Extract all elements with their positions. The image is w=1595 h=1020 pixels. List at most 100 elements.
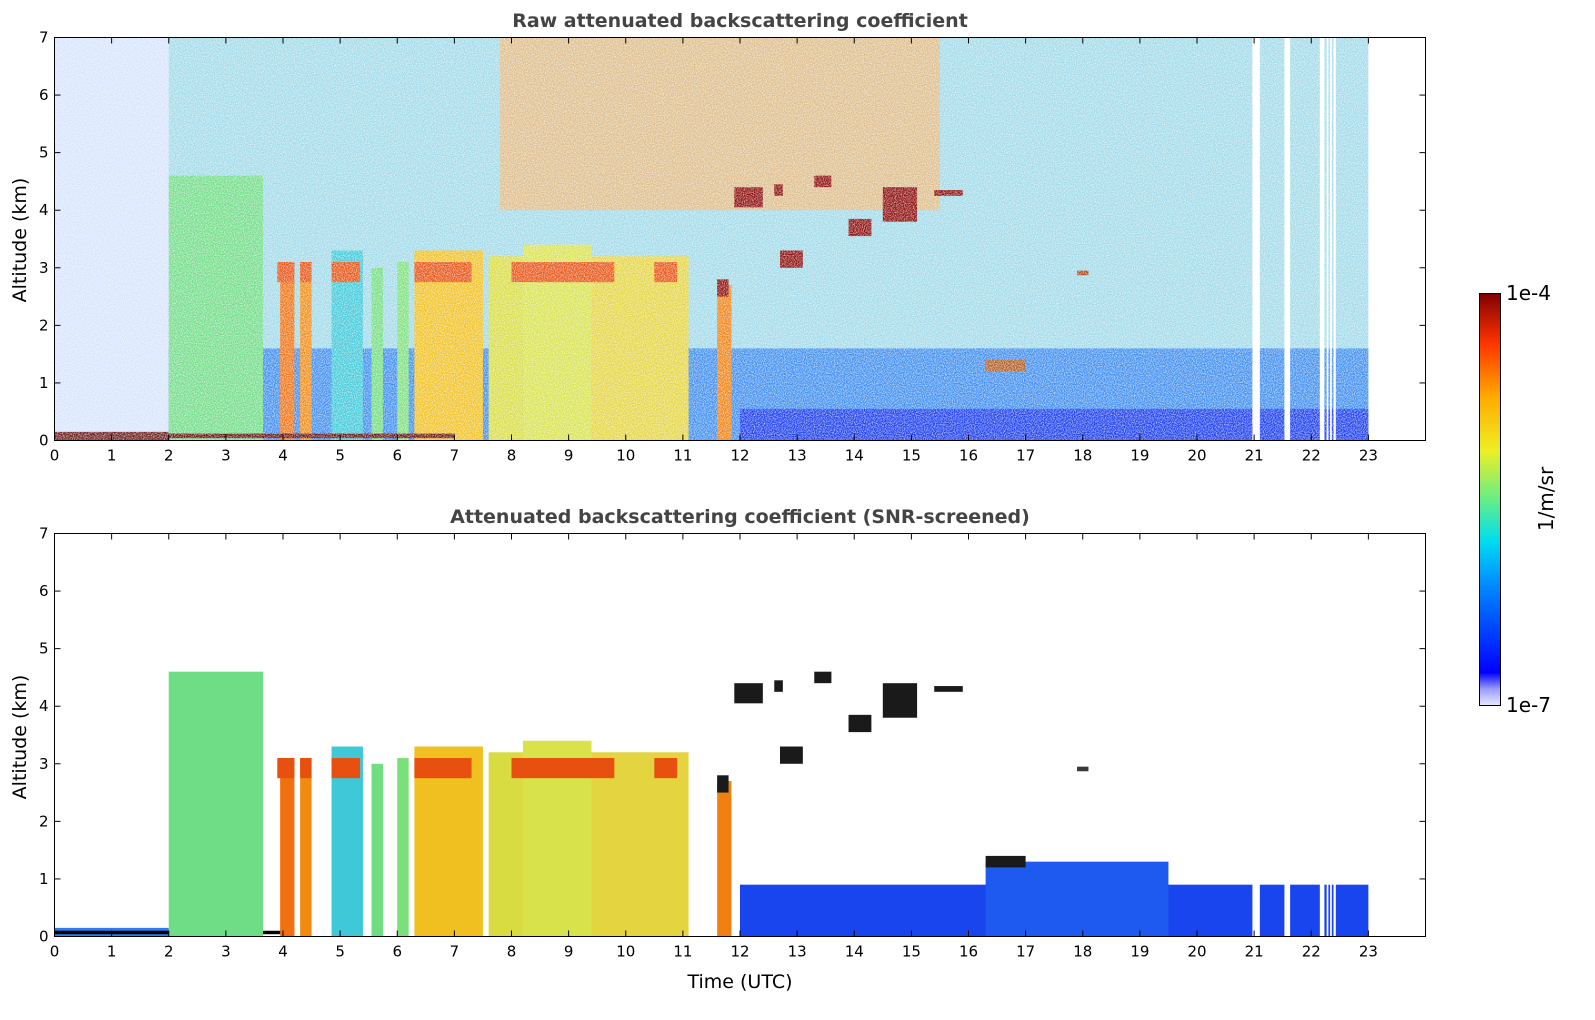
y-tick-label: 7 xyxy=(39,525,49,543)
x-tick-label: 4 xyxy=(278,943,288,961)
cloud-layer-3km-1 xyxy=(300,758,312,779)
panel-screened: Attenuated backscattering coefficient (S… xyxy=(9,506,1426,993)
y-tick-label: 0 xyxy=(39,432,49,450)
cloud-layer-3km-0 xyxy=(277,758,295,779)
y-tick-label: 0 xyxy=(39,928,49,946)
panel-title-raw: Raw attenuated backscattering coefficien… xyxy=(512,10,968,32)
x-tick-label: 15 xyxy=(902,943,921,961)
x-tick-label: 15 xyxy=(902,447,921,465)
x-tick-label: 14 xyxy=(845,447,864,465)
missing-data-gap-5 xyxy=(1333,37,1336,441)
y-tick-label: 2 xyxy=(39,316,49,334)
x-tick-label: 18 xyxy=(1073,447,1092,465)
missing-data-gap-3 xyxy=(1326,533,1329,937)
y-tick-label: 3 xyxy=(39,259,49,277)
x-tick-label: 10 xyxy=(616,447,635,465)
elevated-cloud-7 xyxy=(717,775,729,793)
colorbar-min-label: 1e-7 xyxy=(1506,693,1551,717)
missing-data-gap-1 xyxy=(1284,37,1291,441)
x-tick-label: 6 xyxy=(392,943,402,961)
missing-data-gap-1 xyxy=(1284,533,1291,937)
x-tick-label: 7 xyxy=(450,447,460,465)
x-tick-label: 12 xyxy=(730,943,749,961)
y-tick-label: 5 xyxy=(39,640,49,658)
x-tick-label: 17 xyxy=(1016,943,1035,961)
x-tick-label: 23 xyxy=(1359,447,1378,465)
x-tick-label: 13 xyxy=(788,943,807,961)
x-tick-label: 13 xyxy=(788,447,807,465)
y-tick-label: 1 xyxy=(39,374,49,392)
aerosol-column-5 xyxy=(397,758,409,937)
x-axis-screened: 0 1 2 3 4 5 6 7 8 9 10 11 12 13 14 15 16 17 18 19 20 21 22 23 xyxy=(50,533,1378,961)
x-tick-label: 19 xyxy=(1130,447,1149,465)
y-tick-label: 6 xyxy=(39,582,49,600)
x-tick-label: 21 xyxy=(1245,943,1264,961)
y-tick-label: 1 xyxy=(39,870,49,888)
x-axis-label: Time (UTC) xyxy=(686,971,792,993)
x-tick-label: 2 xyxy=(164,943,174,961)
elevated-cloud-3 xyxy=(848,714,872,733)
missing-data-gap-2 xyxy=(1319,533,1325,937)
backscatter-image-screened xyxy=(54,533,1369,937)
missing-data-gap-4 xyxy=(1330,533,1332,937)
x-tick-label: 11 xyxy=(673,943,692,961)
x-tick-label: 22 xyxy=(1302,943,1321,961)
elevated-cloud-6 xyxy=(779,746,803,764)
panel-title-screened: Attenuated backscattering coefficient (S… xyxy=(450,506,1030,528)
aerosol-column-10 xyxy=(717,781,732,937)
y-tick-label: 2 xyxy=(39,812,49,830)
speckle-noise xyxy=(54,37,1369,441)
x-tick-label: 18 xyxy=(1073,943,1092,961)
low-cloud-16h xyxy=(985,855,1026,868)
x-tick-label: 21 xyxy=(1245,447,1264,465)
x-tick-label: 20 xyxy=(1187,447,1206,465)
aerosol-column-7 xyxy=(488,752,523,937)
x-tick-label: 3 xyxy=(221,943,231,961)
y-tick-label: 4 xyxy=(39,201,49,219)
colorbar: 1e-4 1e-7 1/m/sr xyxy=(1479,281,1558,717)
aerosol-column-9 xyxy=(591,752,689,937)
colorbar-max-label: 1e-4 xyxy=(1506,281,1551,305)
y-tick-label: 6 xyxy=(39,86,49,104)
cloud-layer-3km-3 xyxy=(414,758,472,779)
boundary-layer-screened-2 xyxy=(985,861,1169,937)
x-tick-label: 16 xyxy=(959,447,978,465)
y-axis-screened: 0 1 2 3 4 5 6 7 xyxy=(39,525,1426,946)
x-axis-raw: 0 1 2 3 4 5 6 7 8 9 10 11 12 13 14 15 16 17 18 19 20 21 22 23 xyxy=(50,37,1378,465)
cloud-layer-3km-4 xyxy=(511,758,615,779)
missing-data-gap-0 xyxy=(1252,37,1260,441)
x-tick-label: 0 xyxy=(50,447,60,465)
x-tick-label: 2 xyxy=(164,447,174,465)
x-tick-label: 19 xyxy=(1130,943,1149,961)
x-tick-label: 3 xyxy=(221,447,231,465)
y-axis-raw: 0 1 2 3 4 5 6 7 xyxy=(39,29,1426,450)
aerosol-column-4 xyxy=(371,763,383,937)
elevated-cloud-2 xyxy=(814,671,832,684)
cloud-layer-3km-5 xyxy=(654,758,678,779)
x-tick-label: 23 xyxy=(1359,943,1378,961)
y-tick-label: 4 xyxy=(39,697,49,715)
missing-data-gap-5 xyxy=(1333,533,1336,937)
cloud-patch-18h xyxy=(1077,766,1089,772)
x-tick-label: 10 xyxy=(616,943,635,961)
x-tick-label: 4 xyxy=(278,447,288,465)
colorbar-unit-label: 1/m/sr xyxy=(1534,466,1558,531)
missing-data-gap-4 xyxy=(1330,37,1332,441)
x-tick-label: 7 xyxy=(450,943,460,961)
missing-data-gap-3 xyxy=(1326,37,1329,441)
y-tick-label: 7 xyxy=(39,29,49,47)
x-tick-label: 1 xyxy=(107,943,117,961)
backscatter-image-raw xyxy=(54,37,1369,441)
x-tick-label: 11 xyxy=(673,447,692,465)
y-tick-label: 5 xyxy=(39,144,49,162)
elevated-cloud-1 xyxy=(774,680,783,692)
x-tick-label: 5 xyxy=(335,943,345,961)
elevated-cloud-4 xyxy=(882,683,918,718)
aerosol-column-0 xyxy=(168,671,264,937)
x-tick-label: 9 xyxy=(564,447,574,465)
missing-data-gap-2 xyxy=(1319,37,1325,441)
cloud-layer-3km-2 xyxy=(331,758,361,779)
x-tick-label: 22 xyxy=(1302,447,1321,465)
x-tick-label: 6 xyxy=(392,447,402,465)
